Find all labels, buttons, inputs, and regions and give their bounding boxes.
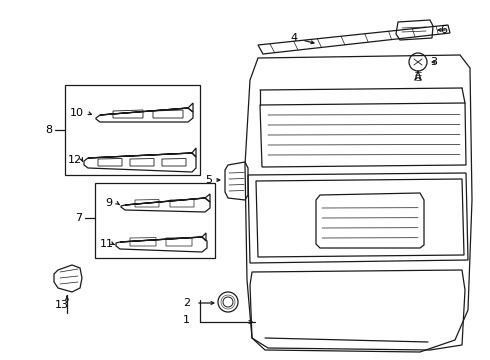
Text: 11: 11 xyxy=(100,239,114,249)
Text: 6: 6 xyxy=(440,25,447,35)
Text: 12: 12 xyxy=(68,155,82,165)
Text: 7: 7 xyxy=(75,213,82,223)
Text: 5: 5 xyxy=(205,175,212,185)
Text: 9: 9 xyxy=(105,198,112,208)
Text: 4: 4 xyxy=(290,33,297,43)
Text: 10: 10 xyxy=(70,108,84,118)
Text: 3: 3 xyxy=(430,57,437,67)
Text: 8: 8 xyxy=(45,125,52,135)
Text: 13: 13 xyxy=(55,300,69,310)
Bar xyxy=(95,183,215,258)
Bar xyxy=(65,85,200,175)
Text: 2: 2 xyxy=(183,298,190,308)
Text: 1: 1 xyxy=(183,315,190,325)
